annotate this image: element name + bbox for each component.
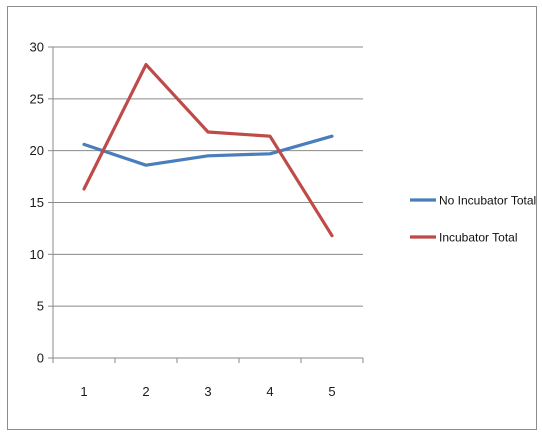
y-tick-label: 30 xyxy=(30,40,44,55)
legend-label-1: No Incubator Total xyxy=(439,194,536,208)
chart-area xyxy=(7,6,537,430)
y-tick-label: 15 xyxy=(30,195,44,210)
y-tick-label: 10 xyxy=(30,247,44,262)
x-tick-label: 1 xyxy=(80,384,87,399)
y-tick-label: 0 xyxy=(37,351,44,366)
y-tick-labels: 0 5 10 15 20 25 30 xyxy=(30,40,44,366)
axes xyxy=(48,46,364,363)
legend: No Incubator Total Incubator Total xyxy=(410,194,536,245)
y-tick-label: 20 xyxy=(30,143,44,158)
x-tick-label: 5 xyxy=(328,384,335,399)
gridlines xyxy=(53,46,363,307)
series-line-1 xyxy=(82,134,334,167)
x-tick-label: 2 xyxy=(142,384,149,399)
x-tick-labels: 1 2 3 4 5 xyxy=(80,384,335,399)
x-tick-label: 4 xyxy=(266,384,273,399)
x-tick-label: 3 xyxy=(204,384,211,399)
series-lines xyxy=(82,62,334,238)
legend-label-2: Incubator Total xyxy=(439,231,518,245)
y-tick-label: 25 xyxy=(30,91,44,106)
y-tick-label: 5 xyxy=(37,299,44,314)
series-line-2 xyxy=(82,62,334,238)
